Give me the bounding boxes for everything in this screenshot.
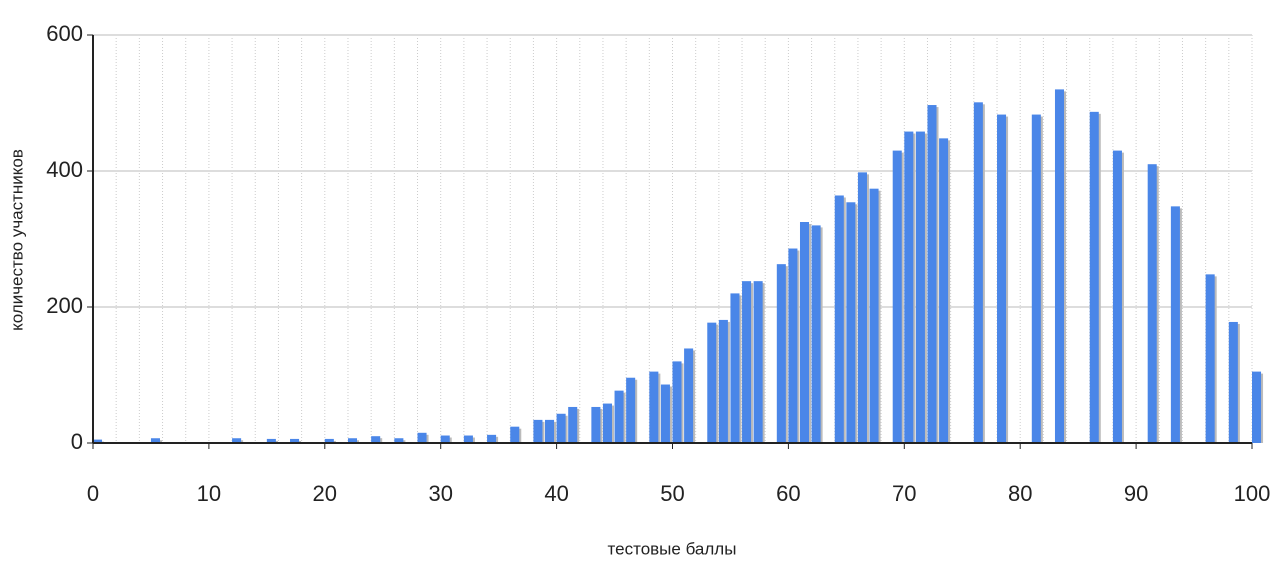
x-tick-label: 90 bbox=[1124, 481, 1148, 506]
bar bbox=[973, 102, 983, 443]
bar bbox=[857, 172, 867, 444]
bar bbox=[649, 371, 659, 443]
bar bbox=[440, 435, 450, 443]
bar bbox=[371, 436, 381, 443]
x-tick-label: 80 bbox=[1008, 481, 1032, 506]
bar bbox=[93, 439, 103, 443]
bar bbox=[1170, 206, 1180, 443]
bar bbox=[556, 413, 566, 443]
bar bbox=[788, 248, 798, 443]
bar bbox=[463, 435, 473, 443]
bar bbox=[290, 438, 300, 443]
x-tick-label: 70 bbox=[892, 481, 916, 506]
y-tick-label: 0 bbox=[71, 429, 83, 454]
bar bbox=[660, 384, 670, 443]
bar bbox=[417, 432, 427, 443]
y-tick-label: 600 bbox=[46, 21, 83, 46]
bar bbox=[1054, 89, 1065, 444]
bar bbox=[545, 419, 555, 443]
bar bbox=[776, 264, 786, 443]
x-axis-title: тестовые баллы bbox=[608, 539, 737, 558]
bar bbox=[904, 131, 914, 443]
bar bbox=[626, 377, 636, 443]
bar bbox=[1112, 150, 1122, 443]
bar bbox=[1089, 111, 1099, 443]
bar bbox=[394, 438, 404, 443]
bar bbox=[730, 293, 740, 443]
bar bbox=[510, 426, 520, 443]
bar bbox=[1252, 371, 1262, 443]
bar bbox=[1205, 274, 1215, 443]
bar bbox=[1147, 164, 1157, 443]
bar bbox=[614, 390, 624, 443]
bar bbox=[232, 438, 242, 443]
x-tick-label: 60 bbox=[776, 481, 800, 506]
y-tick-label: 200 bbox=[46, 293, 83, 318]
bar bbox=[892, 150, 902, 443]
bar bbox=[347, 438, 358, 443]
bar bbox=[150, 438, 160, 443]
bar bbox=[915, 131, 925, 443]
bar bbox=[869, 188, 879, 443]
bar bbox=[846, 202, 856, 443]
bar bbox=[811, 225, 821, 443]
y-tick-label: 400 bbox=[46, 157, 83, 182]
bar bbox=[927, 105, 937, 443]
bar bbox=[591, 406, 601, 443]
bar bbox=[718, 319, 728, 443]
bar bbox=[602, 403, 613, 443]
bar bbox=[753, 281, 763, 443]
bar bbox=[939, 138, 949, 444]
bar bbox=[568, 406, 578, 443]
x-tick-label: 100 bbox=[1234, 481, 1271, 506]
bar bbox=[1228, 321, 1238, 443]
bar bbox=[1031, 114, 1041, 443]
bar bbox=[533, 419, 543, 443]
x-tick-label: 40 bbox=[544, 481, 568, 506]
bar bbox=[742, 281, 752, 443]
x-tick-label: 30 bbox=[428, 481, 452, 506]
x-tick-label: 10 bbox=[197, 481, 221, 506]
bar bbox=[707, 322, 717, 443]
y-axis-title: количество участников bbox=[7, 149, 26, 331]
bar bbox=[324, 438, 334, 443]
x-tick-label: 50 bbox=[660, 481, 684, 506]
bar bbox=[997, 114, 1007, 443]
bar bbox=[672, 361, 682, 443]
bar bbox=[799, 222, 810, 443]
x-tick-label: 0 bbox=[87, 481, 99, 506]
bar bbox=[487, 434, 497, 443]
bar bbox=[834, 195, 844, 443]
x-tick-label: 20 bbox=[313, 481, 337, 506]
bar bbox=[266, 438, 276, 443]
bar bbox=[684, 348, 694, 443]
